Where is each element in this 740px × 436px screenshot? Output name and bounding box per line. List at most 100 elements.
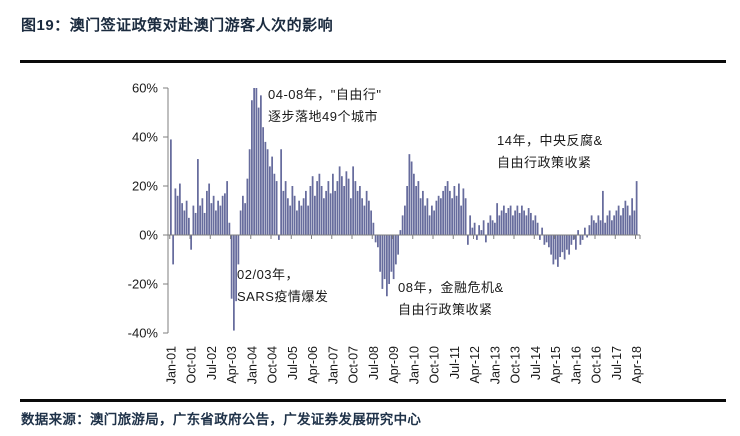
- bar: [320, 186, 323, 235]
- bar: [185, 200, 188, 235]
- bar: [325, 190, 328, 235]
- bar: [471, 227, 474, 235]
- bar: [503, 205, 505, 235]
- bar: [480, 230, 483, 235]
- bar: [365, 190, 368, 235]
- bar: [316, 181, 319, 235]
- bar: [428, 215, 431, 235]
- x-tick-label: Jan-04: [245, 346, 259, 384]
- bar: [419, 198, 422, 235]
- bar: [302, 198, 305, 235]
- bar: [595, 222, 598, 235]
- bar: [489, 215, 492, 235]
- bar: [449, 190, 451, 235]
- y-axis: 60% 40% 20% 0% -20% -40%: [128, 81, 169, 341]
- bar: [476, 235, 478, 240]
- bar: [192, 205, 195, 235]
- bar: [345, 171, 348, 235]
- bar: [415, 186, 418, 235]
- bar: [307, 205, 310, 235]
- annotation-sars: 02/03年， SARS疫情爆发: [237, 267, 329, 304]
- bar: [453, 186, 456, 235]
- bar: [188, 217, 190, 235]
- bar: [543, 235, 546, 245]
- x-tick-label: Jul-05: [286, 346, 300, 380]
- bar: [485, 235, 487, 243]
- bar: [242, 195, 244, 235]
- bar: [327, 181, 330, 235]
- bar: [444, 186, 447, 235]
- bar: [451, 198, 454, 235]
- bar: [521, 205, 523, 235]
- bar: [237, 235, 240, 265]
- bar: [611, 220, 613, 235]
- bar: [329, 193, 332, 235]
- bar: [433, 210, 436, 235]
- bar: [374, 235, 377, 243]
- bar: [584, 227, 586, 235]
- bar: [550, 235, 553, 255]
- bar: [626, 205, 629, 235]
- annotation-financial-crisis: 08年，金融危机& 自由行政策收紧: [398, 280, 504, 317]
- bar: [487, 222, 490, 235]
- bar: [541, 227, 544, 235]
- bars-group: [170, 88, 638, 331]
- x-tick-label: Jul-14: [529, 346, 543, 380]
- bar: [257, 107, 260, 235]
- bar: [390, 235, 393, 272]
- bar: [199, 205, 202, 235]
- bar: [629, 215, 631, 235]
- bar: [386, 235, 388, 297]
- annotation-free-travel: 04-08年，"自由行" 逐步落地49个城市: [268, 87, 382, 124]
- bar: [599, 220, 602, 235]
- bar: [311, 176, 314, 235]
- bar: [545, 235, 548, 243]
- bar: [251, 100, 253, 235]
- bar: [289, 205, 292, 235]
- bar: [280, 149, 283, 235]
- bar: [579, 235, 582, 245]
- bar: [208, 183, 211, 235]
- bar: [215, 210, 217, 235]
- bar: [246, 178, 249, 235]
- bar: [527, 208, 530, 235]
- bar: [336, 181, 339, 235]
- bar: [332, 173, 334, 235]
- bar: [437, 195, 440, 235]
- title-divider: [20, 60, 726, 63]
- bar: [424, 205, 427, 235]
- bar: [219, 205, 222, 235]
- y-tick-label: 60%: [132, 81, 158, 96]
- bar: [334, 190, 337, 235]
- bar: [505, 212, 508, 235]
- bar: [383, 235, 386, 280]
- bar: [417, 181, 420, 235]
- bar: [305, 190, 307, 235]
- y-tick-label: 0%: [139, 228, 158, 243]
- bar: [462, 188, 465, 235]
- bar: [233, 235, 235, 331]
- bar: [201, 198, 204, 235]
- bar: [300, 205, 303, 235]
- bar: [507, 208, 510, 235]
- bar: [469, 215, 472, 235]
- x-tick-label: Jan-07: [326, 346, 340, 384]
- bar: [194, 212, 197, 235]
- bar: [563, 235, 566, 260]
- bar: [395, 235, 397, 265]
- bar: [464, 198, 467, 235]
- bar: [615, 210, 618, 235]
- bar: [235, 235, 238, 302]
- bar: [460, 205, 463, 235]
- bar: [392, 235, 395, 280]
- bar: [509, 205, 512, 235]
- bar: [408, 154, 411, 235]
- bar: [260, 95, 262, 235]
- bar: [500, 210, 503, 235]
- x-tick-label: Oct-13: [509, 346, 523, 384]
- bar: [269, 166, 271, 235]
- bar: [363, 205, 366, 235]
- bar: [620, 215, 622, 235]
- bar: [174, 188, 177, 235]
